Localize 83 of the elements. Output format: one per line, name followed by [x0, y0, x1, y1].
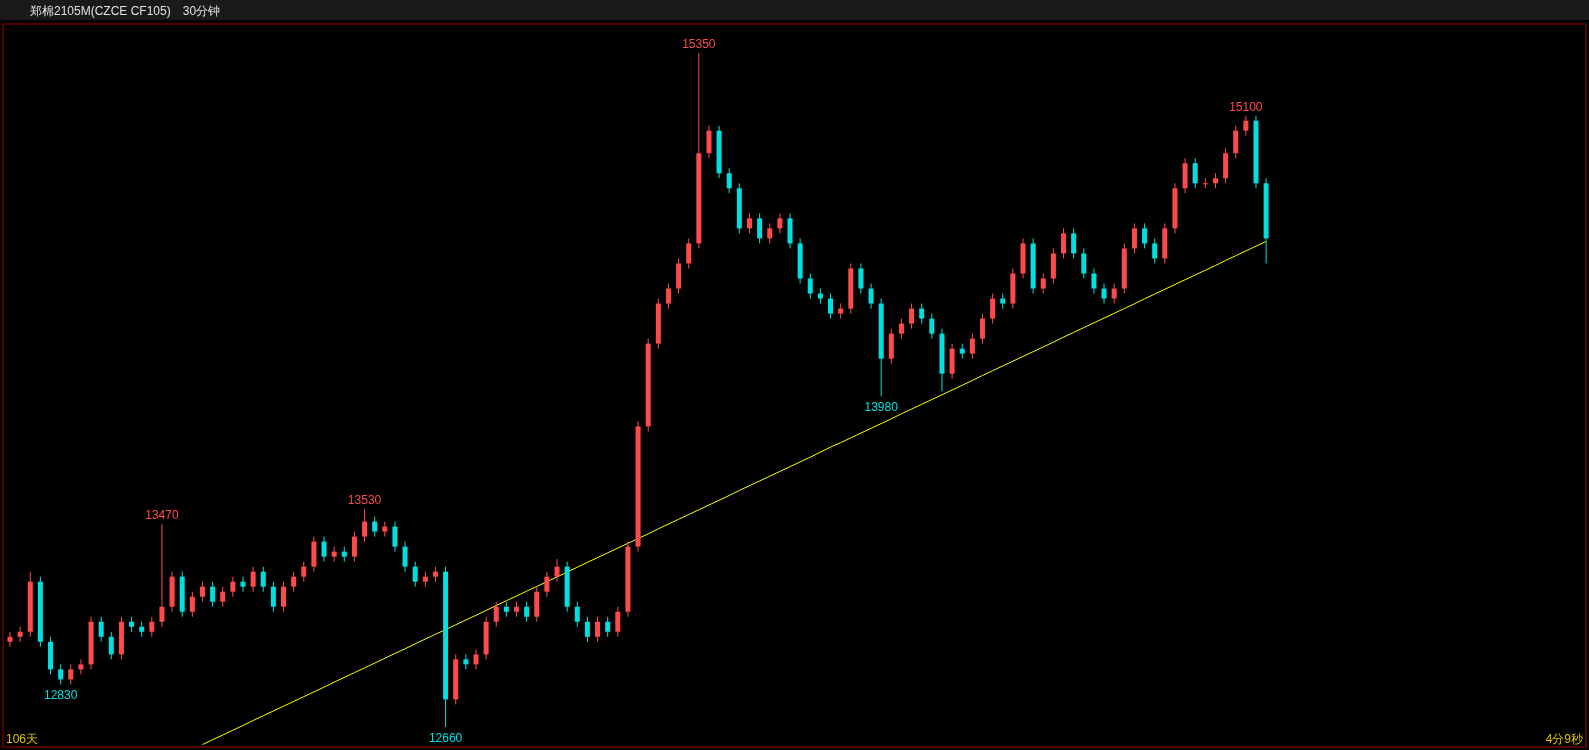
candlestick [351, 531, 357, 563]
candlestick [68, 663, 74, 685]
candlestick [595, 616, 601, 643]
candlestick [615, 606, 621, 638]
candlestick [108, 631, 114, 660]
candlestick [767, 222, 773, 244]
candlestick [372, 516, 378, 538]
candlestick [1131, 222, 1137, 254]
annotation: 15350 [682, 37, 716, 51]
candlestick [584, 616, 590, 643]
candlestick [554, 558, 560, 583]
candlestick [210, 581, 216, 608]
candlestick [757, 212, 763, 244]
annotation: 13980 [864, 400, 899, 415]
candlestick [807, 272, 813, 300]
candlestick [605, 616, 611, 638]
candlestick [189, 591, 195, 618]
annotation: 13530 [347, 493, 382, 508]
candlestick [919, 303, 925, 325]
text: 4分9秒 [1545, 732, 1583, 746]
candlestick [1152, 237, 1158, 264]
candlestick [1081, 247, 1087, 279]
candlestick [909, 303, 915, 330]
candlestick [412, 561, 418, 588]
candlestick [250, 566, 256, 593]
candlestick [1243, 115, 1249, 137]
candlestick [746, 212, 752, 234]
candlestick [1111, 283, 1117, 305]
candlestick [868, 283, 874, 310]
candlestick [321, 536, 327, 563]
annotation: 12660 [428, 731, 463, 745]
candlestick [78, 658, 84, 675]
text: 106天 [6, 732, 39, 746]
candlestick [665, 283, 671, 310]
chart-title: 郑棉2105M(CZCE CF105) [30, 4, 171, 18]
candlestick [1192, 157, 1198, 189]
candlestick [199, 581, 205, 603]
candlestick [402, 541, 408, 573]
candlestick [706, 125, 712, 159]
candlestick [159, 523, 165, 628]
candlestick [493, 601, 499, 628]
candlestick [149, 616, 155, 638]
candlestick [362, 508, 368, 543]
annotation: 12830 [43, 688, 78, 703]
candlestick [392, 521, 398, 553]
candlestick [1091, 267, 1097, 295]
candlestick [270, 581, 276, 613]
candlestick [1142, 222, 1148, 249]
candlestick [7, 631, 13, 648]
candlestick [1101, 283, 1107, 305]
candlestick [473, 648, 479, 670]
candlestick [230, 576, 236, 598]
candlestick [969, 333, 975, 360]
candlestick [220, 586, 226, 608]
candlestick [990, 293, 996, 325]
candlestick [524, 601, 530, 623]
candlestick [686, 237, 692, 269]
candlestick [1040, 272, 1046, 295]
candlestick [98, 616, 104, 643]
candlestick [898, 318, 904, 340]
candlestick [726, 167, 732, 194]
candlestick [240, 576, 246, 593]
candlestick [979, 313, 985, 345]
candlestick [291, 571, 297, 593]
chart-subtitle: 30分钟 [182, 4, 221, 18]
candlestick [777, 212, 783, 234]
candlestick [544, 571, 550, 598]
candlestick [17, 626, 23, 643]
candlestick [58, 663, 64, 685]
candlestick [1071, 227, 1077, 259]
annotation: 13470 [145, 508, 179, 523]
candlestick [929, 313, 935, 340]
candlestick [281, 581, 287, 613]
candlestick [828, 293, 834, 320]
annotation: 15100 [1229, 99, 1263, 114]
candlestick [574, 601, 580, 628]
candlestick [301, 561, 307, 583]
candlestick [260, 566, 266, 593]
candlestick [1233, 125, 1239, 159]
candlestick [1061, 227, 1067, 259]
candlestick [463, 653, 469, 670]
candlestick [858, 262, 864, 295]
candlestick [1202, 177, 1208, 189]
